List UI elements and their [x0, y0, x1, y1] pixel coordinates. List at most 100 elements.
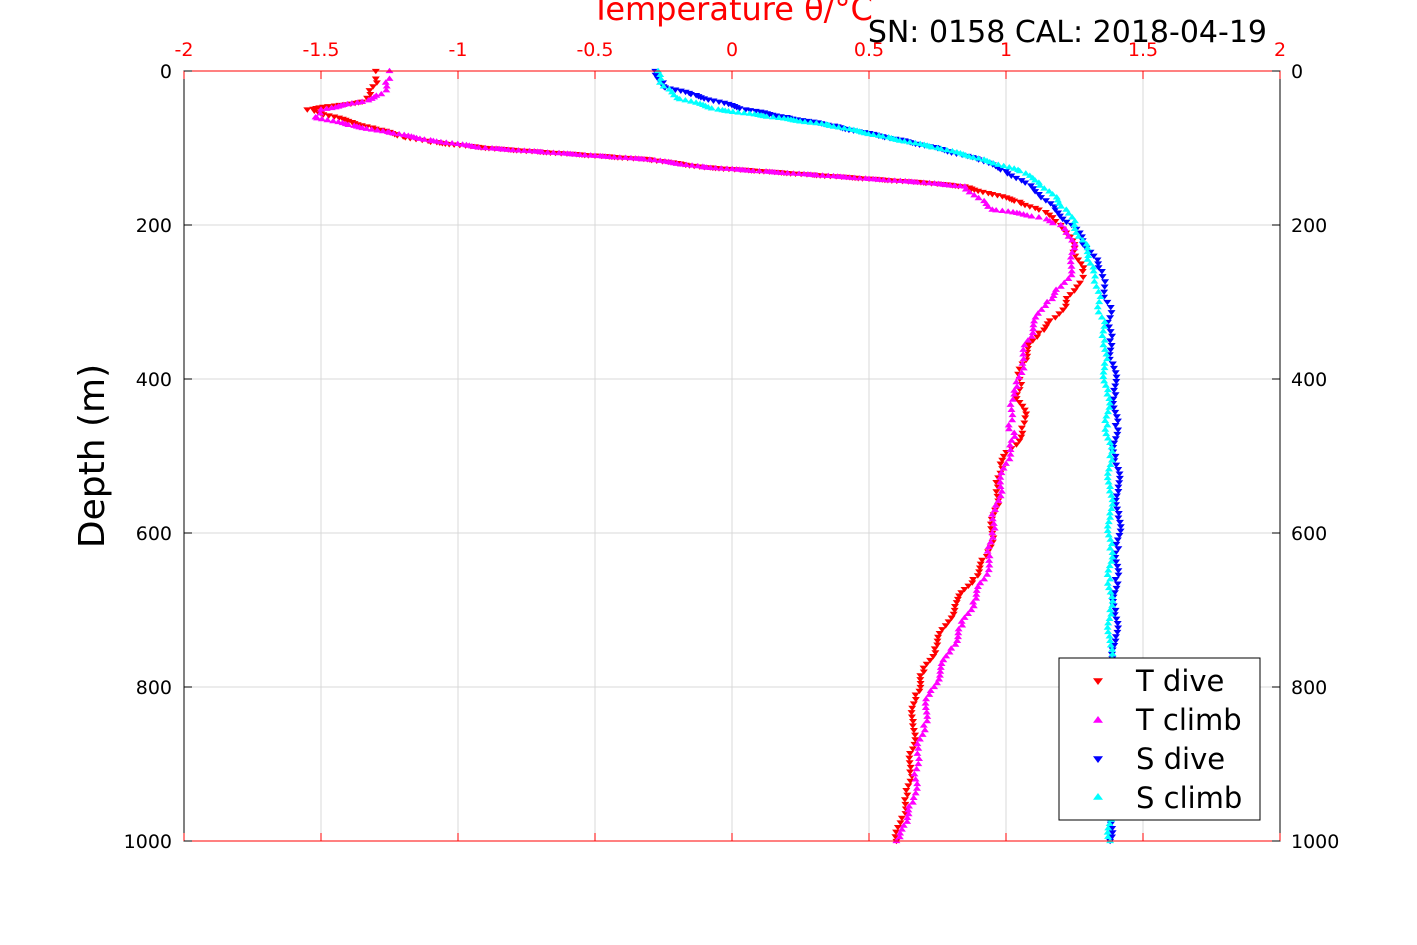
data-point-t-dive: [968, 580, 977, 586]
data-point-s-climb: [1035, 182, 1044, 188]
data-point-t-dive: [1021, 415, 1030, 421]
data-point-t-dive: [1045, 318, 1054, 324]
data-point-t-dive: [905, 760, 914, 766]
data-point-t-dive: [952, 600, 961, 606]
data-point-s-dive: [1101, 279, 1110, 285]
data-point-s-climb: [796, 118, 805, 124]
data-point-t-climb: [381, 79, 390, 85]
data-point-t-climb: [954, 629, 963, 636]
y-axis-label: Depth (m): [72, 364, 113, 548]
data-point-t-dive: [975, 569, 984, 575]
data-point-s-climb: [1072, 229, 1081, 235]
data-point-t-climb: [984, 566, 993, 573]
data-point-t-dive: [1015, 438, 1024, 444]
data-point-t-dive: [891, 834, 900, 840]
data-point-s-climb: [1083, 256, 1092, 262]
data-point-s-dive: [1107, 342, 1116, 349]
data-point-s-climb: [1105, 487, 1114, 494]
data-point-t-climb: [970, 191, 979, 198]
data-point-t-dive: [1017, 434, 1026, 440]
data-point-t-dive: [930, 646, 939, 652]
data-point-t-climb: [605, 153, 614, 160]
data-point-t-climb: [905, 803, 914, 809]
data-point-t-climb: [912, 765, 921, 772]
data-point-s-climb: [659, 83, 668, 89]
data-point-t-climb: [364, 97, 373, 103]
data-point-t-climb: [895, 833, 904, 840]
data-point-s-dive: [1111, 577, 1120, 583]
data-point-s-climb: [1105, 404, 1114, 410]
data-point-t-climb: [378, 127, 387, 134]
data-point-t-climb: [997, 488, 1006, 494]
data-point-t-climb: [985, 557, 994, 563]
data-point-t-dive: [1055, 311, 1064, 317]
data-point-t-dive: [949, 611, 958, 618]
data-point-s-climb: [707, 105, 716, 111]
data-point-t-climb: [1006, 451, 1015, 457]
data-point-s-dive: [1108, 830, 1117, 836]
data-point-t-dive: [371, 76, 380, 82]
data-point-t-climb: [1064, 233, 1073, 239]
data-point-s-dive: [1111, 370, 1120, 376]
data-point-t-climb: [911, 776, 920, 782]
data-point-s-dive: [1113, 506, 1122, 513]
data-point-s-climb: [1103, 571, 1112, 577]
data-point-s-climb: [1102, 351, 1111, 357]
data-point-t-dive: [905, 755, 914, 762]
x-tick-label: -0.5: [576, 39, 613, 61]
data-point-t-dive: [1079, 265, 1088, 271]
data-point-t-climb: [621, 154, 630, 160]
data-point-t-climb: [1043, 298, 1052, 305]
data-point-t-dive: [911, 732, 920, 738]
data-point-t-climb: [1004, 421, 1013, 428]
data-point-t-climb: [575, 151, 584, 157]
data-point-s-climb: [1034, 179, 1043, 185]
data-point-t-climb: [1066, 254, 1075, 260]
data-point-s-climb: [1107, 611, 1116, 617]
data-point-s-climb: [869, 131, 878, 137]
data-point-t-climb: [1027, 213, 1036, 219]
data-point-t-dive: [1062, 295, 1071, 302]
data-point-t-dive: [916, 673, 925, 679]
data-point-t-dive: [1043, 321, 1052, 327]
data-point-s-climb: [1005, 164, 1014, 170]
data-point-t-dive: [366, 91, 375, 98]
data-point-s-climb: [1104, 479, 1113, 485]
data-point-t-climb: [610, 153, 619, 160]
data-point-s-climb: [1101, 346, 1110, 352]
data-point-s-climb: [1106, 606, 1115, 613]
data-point-s-dive: [1034, 192, 1043, 198]
data-point-t-climb: [1048, 219, 1057, 226]
data-point-t-climb: [717, 165, 726, 171]
y-tick-label-left: 800: [136, 677, 172, 699]
data-point-t-dive: [1018, 430, 1027, 437]
data-point-t-dive: [908, 723, 917, 729]
data-point-t-dive: [1059, 307, 1068, 313]
data-point-t-climb: [1031, 314, 1040, 320]
data-point-s-climb: [999, 162, 1008, 169]
data-point-t-climb: [947, 645, 956, 651]
data-point-t-climb: [1027, 333, 1036, 339]
data-point-s-climb: [1052, 194, 1061, 200]
data-point-s-climb: [655, 79, 664, 85]
data-point-s-climb: [834, 124, 843, 130]
data-point-t-climb: [997, 469, 1006, 476]
data-point-s-climb: [1104, 833, 1113, 839]
x-tick-label: 0.5: [854, 39, 884, 61]
data-point-t-dive: [911, 696, 920, 703]
data-point-s-dive: [1112, 462, 1121, 469]
data-point-s-climb: [800, 118, 809, 125]
data-point-t-climb: [329, 117, 338, 124]
data-point-t-climb: [903, 818, 912, 824]
data-point-t-climb: [935, 672, 944, 678]
data-point-t-dive: [1020, 420, 1029, 426]
data-point-t-climb: [909, 794, 918, 801]
data-point-s-dive: [1112, 585, 1121, 592]
data-point-t-dive: [957, 590, 966, 596]
data-point-t-climb: [919, 179, 928, 185]
data-point-s-climb: [1106, 461, 1115, 467]
data-point-t-climb: [967, 606, 976, 613]
data-point-s-climb: [806, 119, 815, 125]
data-point-t-dive: [960, 586, 969, 593]
